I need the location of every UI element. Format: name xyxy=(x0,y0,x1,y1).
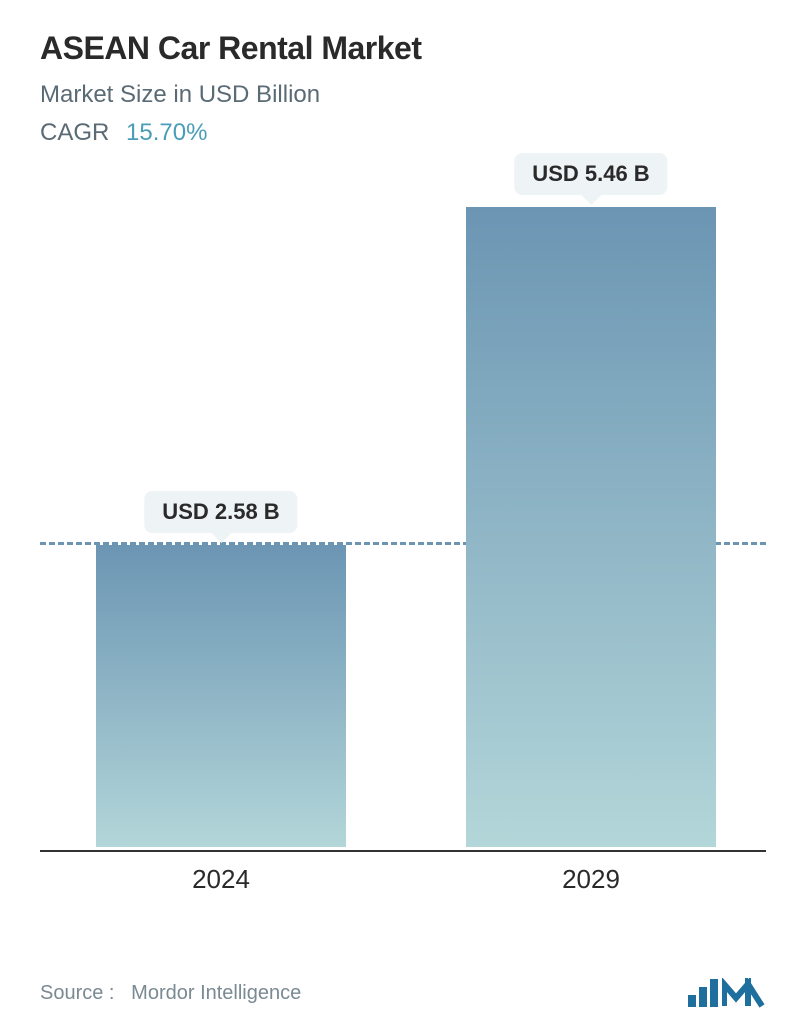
value-pill-2029: USD 5.46 B xyxy=(514,153,667,195)
bar-2029: USD 5.46 B xyxy=(466,207,716,847)
chart-title: ASEAN Car Rental Market xyxy=(40,30,766,67)
footer: Source : Mordor Intelligence xyxy=(40,978,766,1008)
chart-container: ASEAN Car Rental Market Market Size in U… xyxy=(0,0,796,1034)
source-label: Source : xyxy=(40,982,114,1004)
chart-area: USD 2.58 B USD 5.46 B 2024 2029 xyxy=(40,167,766,907)
value-pill-2024: USD 2.58 B xyxy=(144,491,297,533)
chart-subtitle: Market Size in USD Billion xyxy=(40,81,766,109)
x-label-2029: 2029 xyxy=(466,864,716,895)
bar-fill xyxy=(466,207,716,847)
bar-fill xyxy=(96,545,346,847)
logo-bar-icon xyxy=(699,987,707,1007)
source-name: Mordor Intelligence xyxy=(131,982,301,1004)
logo-bars-icon xyxy=(688,979,718,1007)
bar-2024: USD 2.58 B xyxy=(96,545,346,847)
x-axis xyxy=(40,850,766,852)
source-text: Source : Mordor Intelligence xyxy=(40,982,301,1005)
logo-bar-icon xyxy=(688,995,696,1007)
logo-bar-icon xyxy=(710,979,718,1007)
x-label-2024: 2024 xyxy=(96,864,346,895)
cagr-value: 15.70% xyxy=(126,119,207,146)
logo-mark-icon xyxy=(722,978,766,1008)
cagr-line: CAGR 15.70% xyxy=(40,119,766,147)
chart-plot: USD 2.58 B USD 5.46 B xyxy=(40,167,766,847)
brand-logo xyxy=(688,978,766,1008)
cagr-label: CAGR xyxy=(40,119,109,146)
